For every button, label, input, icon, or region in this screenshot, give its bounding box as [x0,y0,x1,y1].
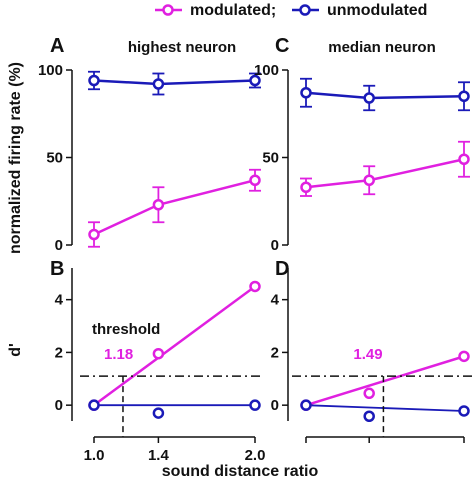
panel-d-point [458,405,470,417]
legend: modulated; unmodulated [155,2,427,19]
panel-d-point [458,350,470,363]
panel-c-point [458,90,470,102]
panel-a-title: highest neuron [128,39,236,56]
panel-b-y-tick-label: 2 [55,344,63,361]
panel-b-point [249,399,261,411]
panel-d-fit-line-1 [305,404,465,412]
panel-a-point [249,74,261,87]
panel-c-title: median neuron [328,39,436,56]
panel-c-series-line-0 [305,158,465,189]
panels: 0 50 100 A highest neuron 0 50 100 C median neuro… [38,35,472,464]
panel-a-y-tick-label: 50 [46,150,63,167]
panel-b-y-tick-label: 4 [55,292,64,309]
panel-a-point [88,228,100,241]
legend-modulated-label: modulated; [190,2,276,19]
panel-a-point [88,74,100,87]
panel-c-y-tick-label: 0 [271,237,279,254]
panel-c-point [300,87,312,99]
panel-c-y-tick-label: 100 [254,62,279,79]
panel-a-letter: A [50,35,64,57]
legend-unmodulated-marker [299,4,311,16]
panel-c-series-line-1 [305,91,465,100]
panel-a-y-tick-label: 100 [38,62,63,79]
legend-modulated-marker [162,4,174,16]
panel-c-point [458,153,470,165]
panel-d-fit-line-0 [305,355,465,407]
panel-a-point [152,78,165,90]
x-axis-label: sound distance ratio [162,463,319,480]
panel-a-series-line-0 [93,179,256,236]
y-axis-label-bottom: d' [7,343,24,357]
y-axis-label-top: normalized firing rate (%) [7,62,24,254]
panel-c-y-tick-label: 50 [262,150,279,167]
panel-b-point [152,347,165,360]
panel-c-letter: C [275,35,289,57]
legend-unmodulated-label: unmodulated [327,2,427,19]
panel-d-letter: D [275,258,289,280]
panel-a-y-tick-label: 0 [55,237,63,254]
panel-b-x-tick-label: 1.0 [84,447,105,464]
panel-b-x-tick-label: 1.4 [148,447,170,464]
panel-d-point [363,410,375,423]
panel-b-letter: B [50,258,64,280]
panel-b-x-tick-label: 2.0 [245,447,266,464]
panel-d-y-tick-label: 4 [271,292,280,309]
panel-a-point [152,199,165,211]
panel-a-point [249,174,261,186]
panel-b-threshold-label: threshold [92,321,160,338]
panel-b-point [249,280,261,293]
panel-b-point [152,407,165,419]
panel-c-point [363,174,375,186]
panel-d-point [300,399,312,411]
panel-b-fit-line-0 [93,285,256,407]
panel-d-y-tick-label: 2 [271,344,279,361]
panel-b-threshold-value: 1.18 [104,346,133,363]
panel-b-y-tick-label: 0 [55,397,63,414]
panel-d-threshold-value: 1.49 [353,346,382,363]
panel-b-point [88,399,100,411]
panel-d-y-tick-label: 0 [271,397,279,414]
panel-c-point [363,92,375,104]
panel-a-series-line-1 [93,79,256,86]
panel-c-point [300,181,312,193]
panel-d-point [363,387,375,400]
